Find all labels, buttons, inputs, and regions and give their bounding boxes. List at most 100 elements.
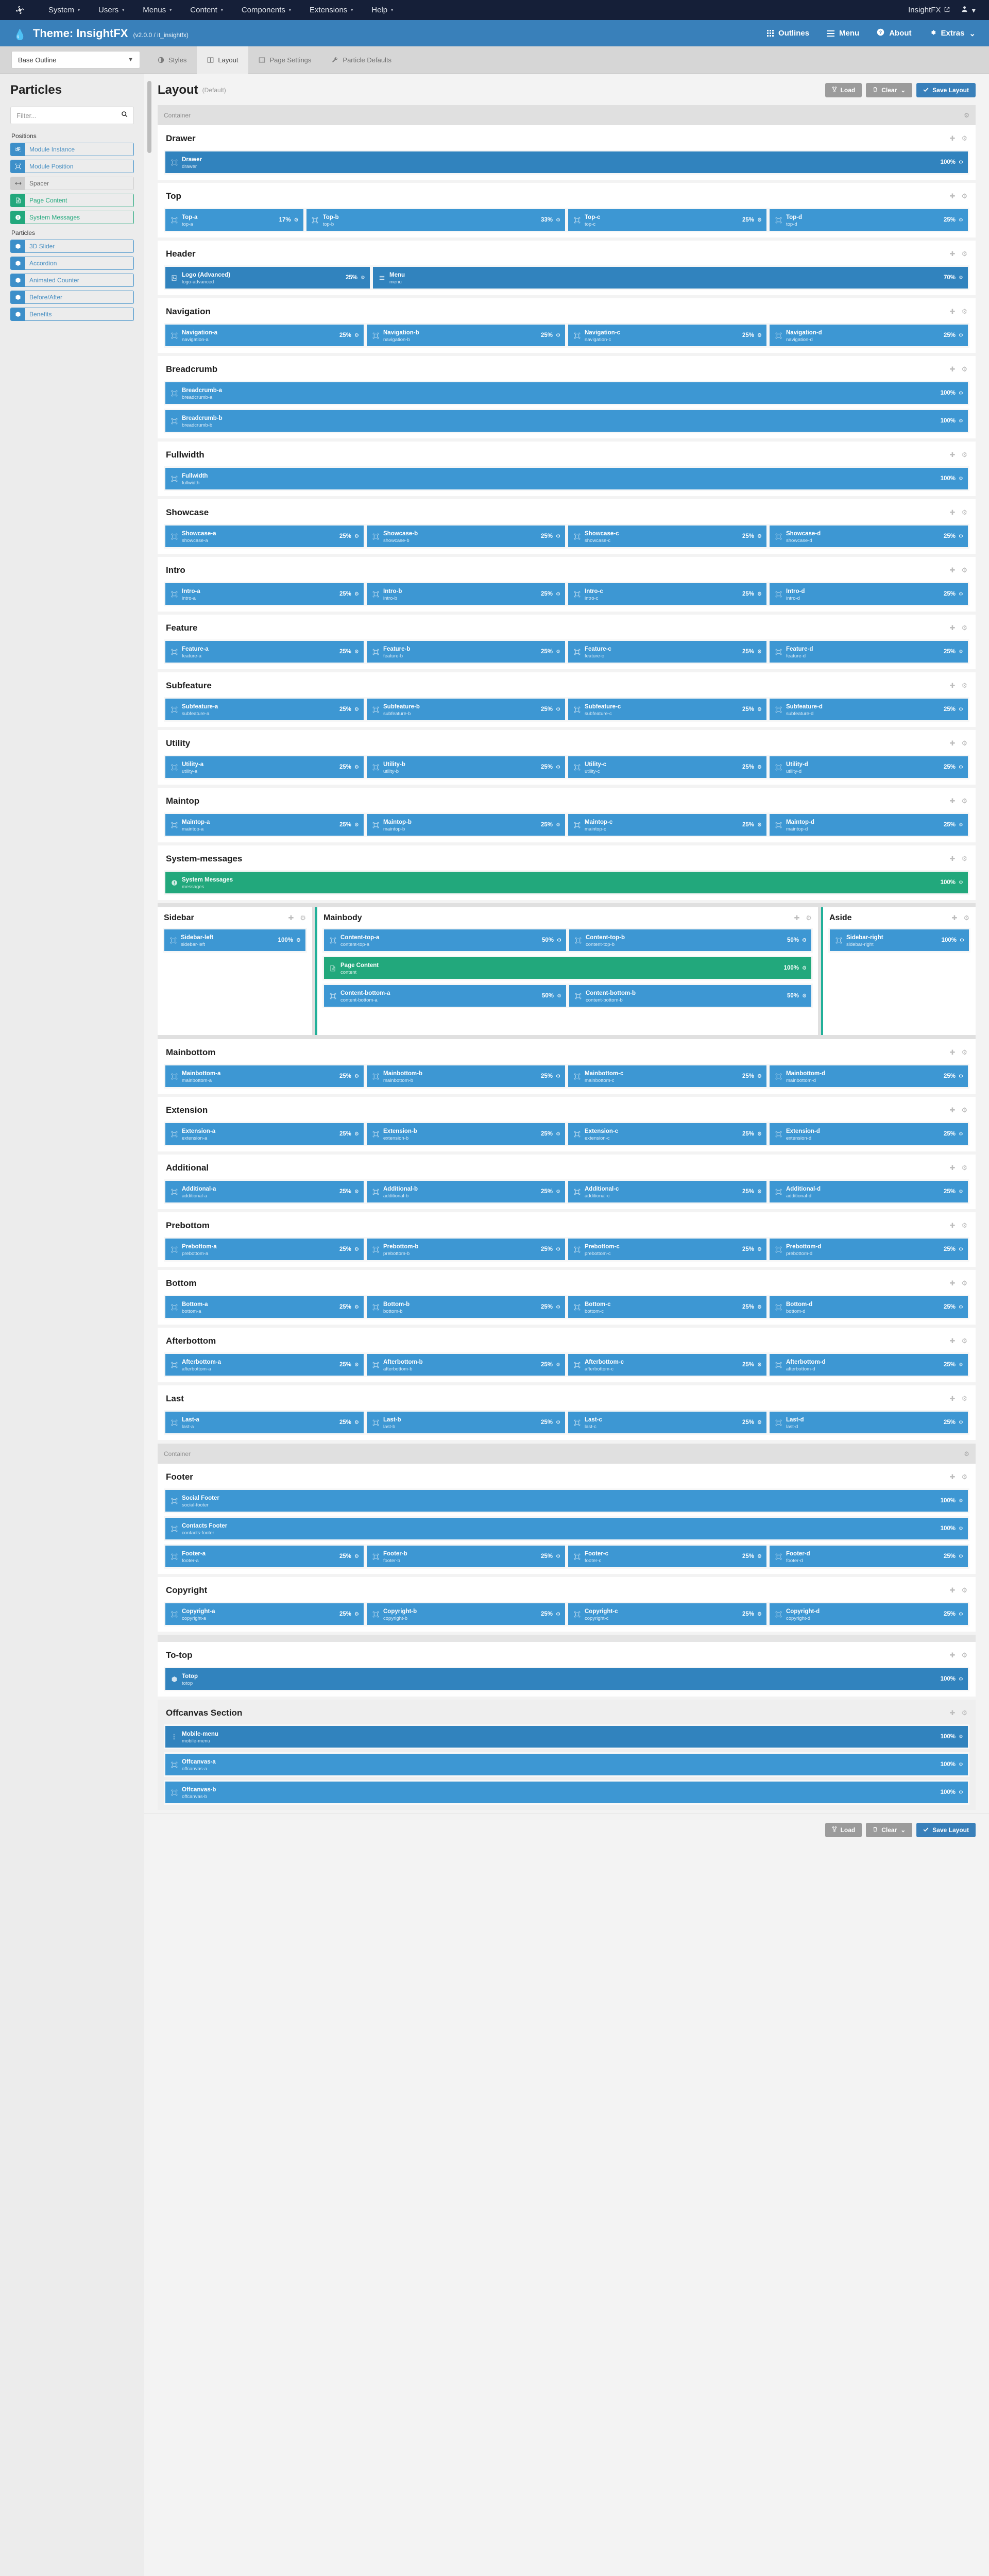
layout-block-intro-a[interactable]: Intro-a intro-a 25% ⚙ [165,583,364,605]
load-button[interactable]: Load [825,83,862,97]
gear-icon[interactable]: ⚙ [802,937,807,943]
gear-icon[interactable]: ⚙ [959,1498,963,1504]
gear-icon[interactable]: ⚙ [961,1709,967,1717]
layout-block-extension-c[interactable]: Extension-c extension-c 25% ⚙ [568,1123,766,1145]
gear-icon[interactable]: ⚙ [959,1419,963,1426]
gear-icon[interactable]: ⚙ [757,1189,762,1195]
gear-icon[interactable]: ⚙ [354,1611,359,1617]
gear-icon[interactable]: ⚙ [294,217,299,223]
gear-icon[interactable]: ⚙ [757,649,762,655]
particle-chip-module-position[interactable]: Module Position [10,160,134,173]
site-preview-link[interactable]: InsightFX [908,6,950,14]
gear-icon[interactable]: ⚙ [757,1304,762,1310]
gear-icon[interactable]: ⚙ [556,533,560,539]
tab-layout[interactable]: Layout [197,46,249,74]
gear-icon[interactable]: ⚙ [354,706,359,713]
extras-button[interactable]: Extras ⌄ [929,29,976,38]
layout-block-footer-a[interactable]: Footer-a footer-a 25% ⚙ [165,1546,364,1567]
gear-icon[interactable]: ⚙ [354,649,359,655]
layout-block-logo-advanced[interactable]: Logo (Advanced) logo-advanced 25% ⚙ [165,267,370,289]
layout-block-feature-a[interactable]: Feature-a feature-a 25% ⚙ [165,641,364,663]
gear-icon[interactable]: ⚙ [300,914,306,922]
joomla-menu-extensions[interactable]: Extensions ▾ [300,6,362,14]
gear-icon[interactable]: ⚙ [961,566,967,574]
layout-block-copyright-b[interactable]: Copyright-b copyright-b 25% ⚙ [367,1603,565,1625]
particle-chip-system-messages[interactable]: System Messages [10,211,134,224]
gear-icon[interactable]: ⚙ [757,217,762,223]
gear-icon[interactable]: ⚙ [961,1586,967,1594]
gear-icon[interactable]: ⚙ [959,418,963,424]
layout-block-bottom-a[interactable]: Bottom-a bottom-a 25% ⚙ [165,1296,364,1318]
gear-icon[interactable]: ⚙ [961,855,967,862]
layout-block-bottom-d[interactable]: Bottom-d bottom-d 25% ⚙ [770,1296,968,1318]
gear-icon[interactable]: ⚙ [961,1279,967,1287]
gear-icon[interactable]: ⚙ [354,1553,359,1560]
layout-block-maintop-b[interactable]: Maintop-b maintop-b 25% ⚙ [367,814,565,836]
layout-block-copyright-d[interactable]: Copyright-d copyright-d 25% ⚙ [770,1603,968,1625]
layout-block-mainbottom-a[interactable]: Mainbottom-a mainbottom-a 25% ⚙ [165,1065,364,1087]
layout-block-totop[interactable]: Totop totop 100% ⚙ [165,1668,968,1690]
layout-block-last-d[interactable]: Last-d last-d 25% ⚙ [770,1412,968,1433]
gear-icon[interactable]: ⚙ [961,1395,967,1402]
outlines-button[interactable]: Outlines [767,29,809,38]
particle-chip-page-content[interactable]: Page Content [10,194,134,207]
layout-block-top-b[interactable]: Top-b top-b 33% ⚙ [306,209,565,231]
gear-icon[interactable]: ⚙ [961,250,967,258]
gear-icon[interactable]: ⚙ [961,739,967,747]
layout-block-mainbottom-d[interactable]: Mainbottom-d mainbottom-d 25% ⚙ [770,1065,968,1087]
load-button-footer[interactable]: Load [825,1823,862,1837]
gear-icon[interactable]: ⚙ [556,764,560,770]
gear-icon[interactable]: ⚙ [361,275,365,281]
gear-icon[interactable]: ⚙ [959,649,963,655]
gear-icon[interactable]: ⚙ [959,533,963,539]
gear-icon[interactable]: ⚙ [556,217,560,223]
gear-icon[interactable]: ⚙ [959,879,963,886]
plus-icon[interactable]: ✚ [949,566,956,574]
plus-icon[interactable]: ✚ [949,1337,956,1345]
search-input[interactable] [16,111,104,120]
plus-icon[interactable]: ✚ [949,682,956,689]
layout-block-afterbottom-d[interactable]: Afterbottom-d afterbottom-d 25% ⚙ [770,1354,968,1376]
plus-icon[interactable]: ✚ [949,1222,956,1229]
particle-chip-animated-counter[interactable]: Animated Counter [10,274,134,287]
gear-icon[interactable]: ⚙ [757,822,762,828]
gear-icon[interactable]: ⚙ [757,1073,762,1079]
gear-icon[interactable]: ⚙ [354,1073,359,1079]
layout-block-utility-c[interactable]: Utility-c utility-c 25% ⚙ [568,756,766,778]
plus-icon[interactable]: ✚ [949,1473,956,1481]
gear-icon[interactable]: ⚙ [959,1676,963,1682]
gear-icon[interactable]: ⚙ [556,1304,560,1310]
particle-chip-spacer[interactable]: Spacer [10,177,134,190]
layout-block-menu[interactable]: Menu menu 70% ⚙ [373,267,968,289]
layout-block-mainbottom-c[interactable]: Mainbottom-c mainbottom-c 25% ⚙ [568,1065,766,1087]
gear-icon[interactable]: ⚙ [757,533,762,539]
joomla-menu-system[interactable]: System ▾ [39,6,89,14]
layout-block-afterbottom-a[interactable]: Afterbottom-a afterbottom-a 25% ⚙ [165,1354,364,1376]
tab-styles[interactable]: Styles [147,46,197,74]
gear-icon[interactable]: ⚙ [959,332,963,338]
gear-icon[interactable]: ⚙ [757,1419,762,1426]
gear-icon[interactable]: ⚙ [556,591,560,597]
layout-block-extension-b[interactable]: Extension-b extension-b 25% ⚙ [367,1123,565,1145]
gear-icon[interactable]: ⚙ [757,591,762,597]
gear-icon[interactable]: ⚙ [959,275,963,281]
gear-icon[interactable]: ⚙ [354,332,359,338]
plus-icon[interactable]: ✚ [949,1279,956,1287]
gear-icon[interactable]: ⚙ [757,764,762,770]
layout-block-navigation-d[interactable]: Navigation-d navigation-d 25% ⚙ [770,325,968,346]
plus-icon[interactable]: ✚ [949,134,956,142]
plus-icon[interactable]: ✚ [949,365,956,373]
layout-block-intro-b[interactable]: Intro-b intro-b 25% ⚙ [367,583,565,605]
layout-block-extension-a[interactable]: Extension-a extension-a 25% ⚙ [165,1123,364,1145]
layout-block-content-top-a[interactable]: Content-top-a content-top-a 50% ⚙ [324,929,566,951]
plus-icon[interactable]: ✚ [949,509,956,516]
save-layout-button-footer[interactable]: Save Layout [916,1823,976,1837]
joomla-menu-users[interactable]: Users ▾ [89,6,133,14]
layout-block-last-b[interactable]: Last-b last-b 25% ⚙ [367,1412,565,1433]
layout-block-utility-d[interactable]: Utility-d utility-d 25% ⚙ [770,756,968,778]
layout-block-navigation-c[interactable]: Navigation-c navigation-c 25% ⚙ [568,325,766,346]
particle-chip-module-instance[interactable]: Module Instance [10,143,134,156]
menu-button[interactable]: Menu [827,29,859,38]
layout-block-afterbottom-c[interactable]: Afterbottom-c afterbottom-c 25% ⚙ [568,1354,766,1376]
layout-block-intro-c[interactable]: Intro-c intro-c 25% ⚙ [568,583,766,605]
